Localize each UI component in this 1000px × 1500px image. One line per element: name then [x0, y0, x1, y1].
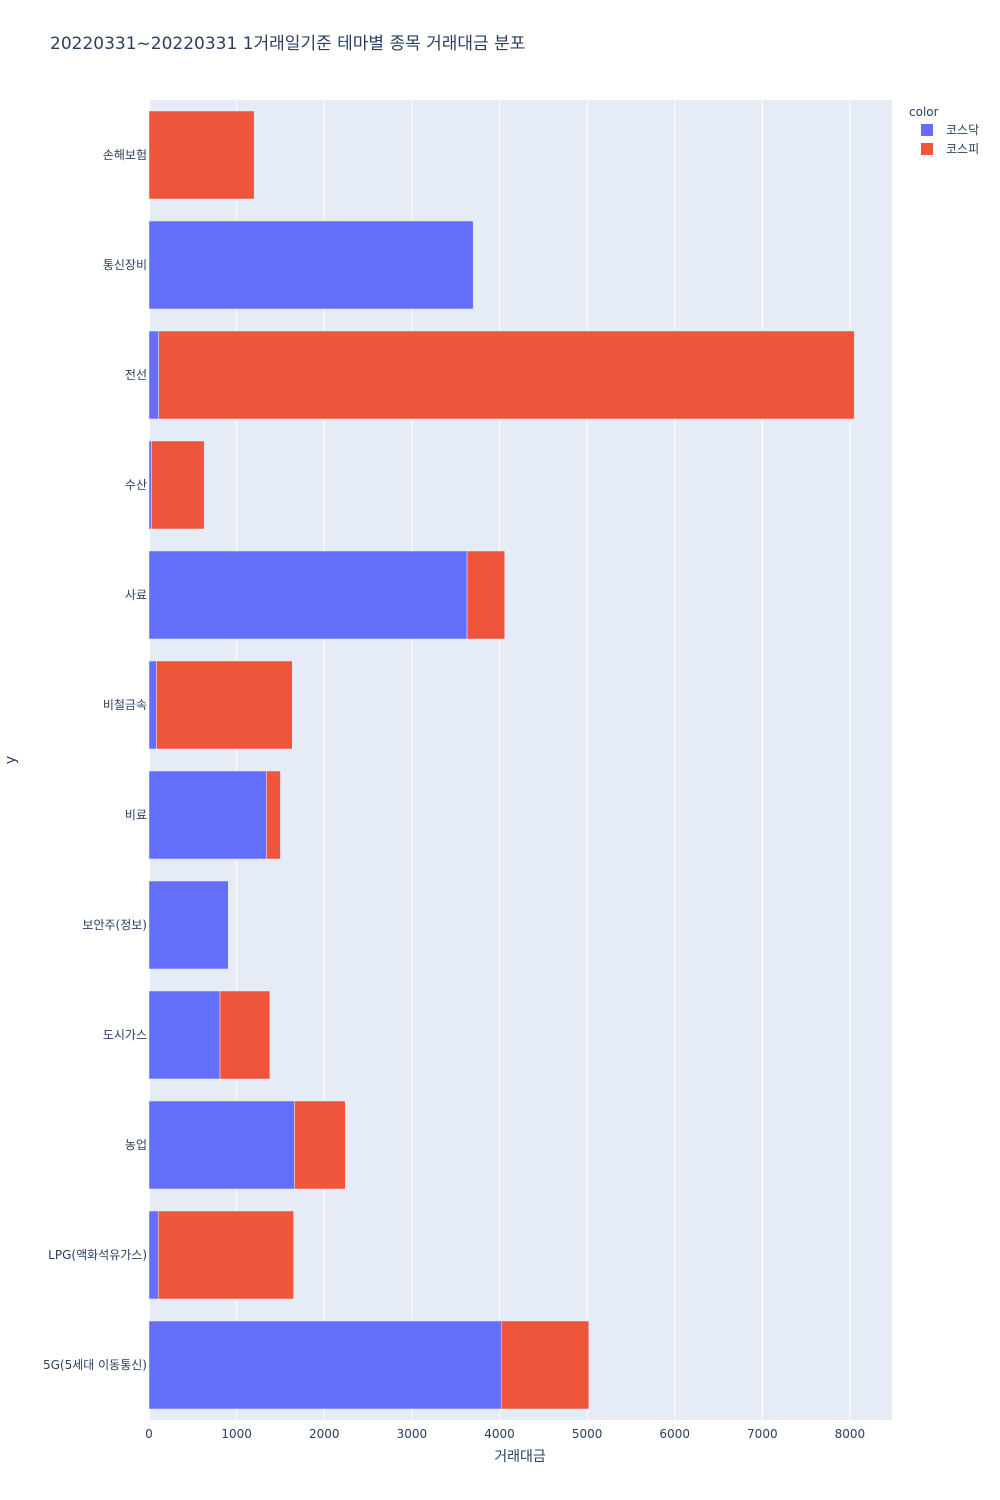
y-tick-label: 도시가스 — [103, 1028, 147, 1042]
bar-1-9 — [158, 330, 855, 420]
bar-1-7 — [466, 550, 505, 640]
legend-swatch-0 — [921, 124, 933, 136]
x-tick-label: 1000 — [221, 1427, 252, 1441]
y-tick-label: 농업 — [125, 1138, 147, 1152]
bars — [148, 110, 855, 1410]
bar-1-3 — [219, 990, 271, 1080]
y-tick-label: 5G(5세대 이동통신) — [43, 1358, 147, 1372]
bar-1-1 — [157, 1210, 294, 1300]
bar-0-6 — [148, 660, 157, 750]
x-tick-label: 6000 — [659, 1427, 690, 1441]
x-tick-label: 7000 — [747, 1427, 778, 1441]
bar-0-8 — [148, 440, 152, 530]
bar-0-2 — [148, 1100, 295, 1190]
y-tick-label: 통신장비 — [103, 258, 147, 272]
y-tick-label: LPG(액화석유가스) — [48, 1248, 147, 1262]
x-tick-label: 4000 — [484, 1427, 515, 1441]
y-tick-label: 손해보험 — [103, 148, 147, 162]
x-axis-ticks: 0 1000 2000 3000 4000 5000 6000 7000 8000 — [145, 1427, 865, 1441]
x-tick-label: 2000 — [309, 1427, 340, 1441]
bar-0-0 — [148, 1320, 502, 1410]
bar-0-3 — [148, 990, 221, 1080]
bar-1-6 — [156, 660, 293, 750]
bar-1-5 — [266, 770, 281, 860]
bar-0-4 — [148, 880, 229, 970]
bar-0-5 — [148, 770, 267, 860]
y-tick-label: 전선 — [125, 368, 147, 382]
legend-label-1: 코스피 — [946, 142, 979, 156]
bar-0-1 — [148, 1210, 159, 1300]
bar-1-0 — [500, 1320, 590, 1410]
y-tick-label: 비료 — [125, 808, 147, 822]
bar-0-9 — [148, 330, 159, 420]
x-tick-label: 8000 — [835, 1427, 866, 1441]
y-axis-ticks: 5G(5세대 이동통신) LPG(액화석유가스) 농업 도시가스 보안주(정보) 비료 비철… — [43, 148, 147, 1372]
gridlines — [148, 100, 851, 1420]
x-tick-label: 0 — [145, 1427, 153, 1441]
x-tick-label: 5000 — [572, 1427, 603, 1441]
y-tick-label: 사료 — [125, 588, 147, 602]
legend-swatch-1 — [921, 143, 933, 155]
y-tick-label: 비철금속 — [103, 698, 147, 712]
y-axis-title: y — [3, 756, 19, 764]
bar-1-8 — [151, 440, 205, 530]
legend-title: color — [909, 105, 939, 119]
chart-title: 20220331~20220331 1거래일기준 테마별 종목 거래대금 분포 — [50, 34, 525, 54]
x-axis-title: 거래대금 — [494, 1449, 546, 1465]
bar-0-7 — [148, 550, 468, 640]
bar-0-10 — [148, 220, 474, 310]
bar-1-2 — [294, 1100, 346, 1190]
bar-1-11 — [148, 110, 255, 200]
legend-label-0: 코스닥 — [946, 123, 979, 137]
x-tick-label: 3000 — [397, 1427, 428, 1441]
y-tick-label: 보안주(정보) — [82, 918, 147, 932]
y-tick-label: 수산 — [125, 478, 147, 492]
plot-area — [149, 100, 892, 1420]
